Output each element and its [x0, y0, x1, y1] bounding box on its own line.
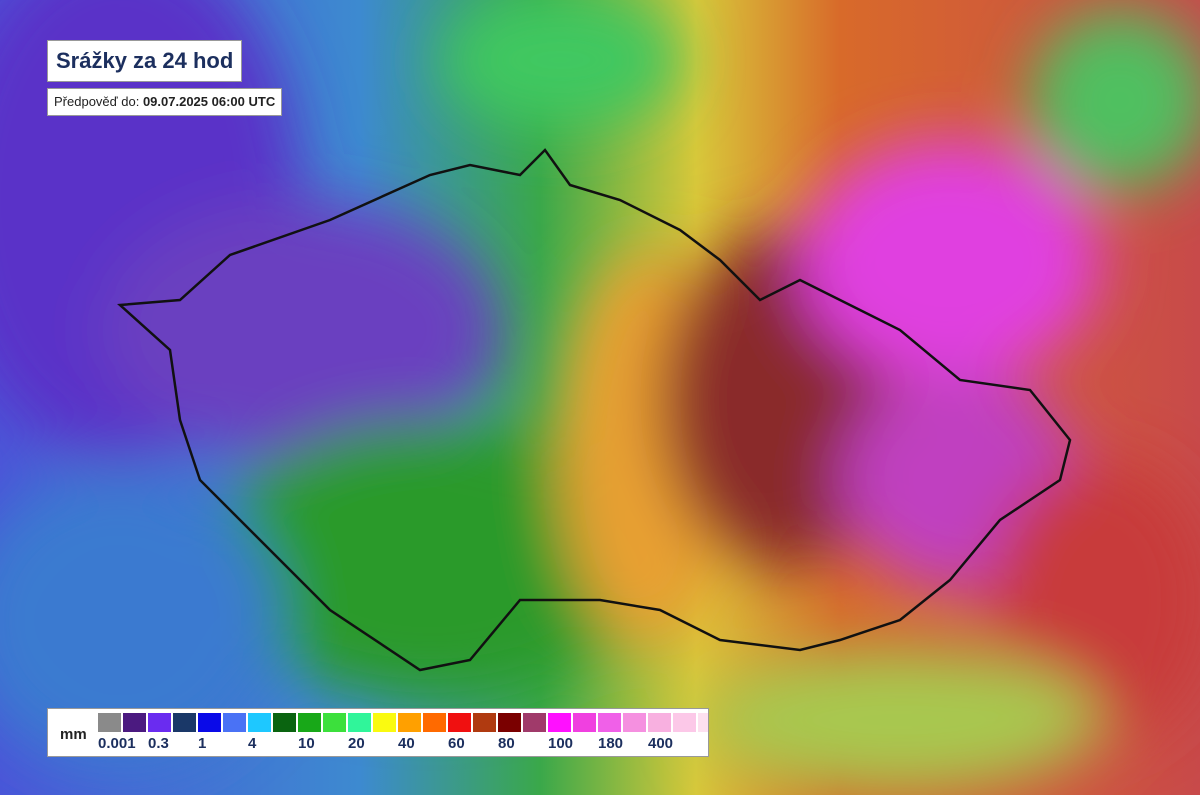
legend-graphic: mm 0.001 0.3 1 4 10 20 40 60 80 100 180 400	[60, 713, 721, 752]
legend-swatch	[348, 713, 371, 732]
legend-label: 100	[548, 735, 573, 752]
legend-label: 0.001	[98, 735, 136, 752]
legend-swatch	[223, 713, 246, 732]
legend-swatch	[448, 713, 471, 732]
legend-swatch	[273, 713, 296, 732]
legend-swatch	[373, 713, 396, 732]
legend-swatch	[398, 713, 421, 732]
legend-label: 4	[248, 735, 257, 752]
legend-label: 0.3	[148, 735, 169, 752]
forecast-label: Předpověď do:	[54, 94, 140, 109]
legend-swatch	[498, 713, 521, 732]
legend-swatch	[673, 713, 696, 732]
legend-swatch	[423, 713, 446, 732]
legend-swatch	[548, 713, 571, 732]
forecast-time: 09.07.2025 06:00 UTC	[142, 94, 276, 109]
title-box: Srážky za 24 hod	[47, 40, 243, 82]
legend-label: 60	[448, 735, 465, 752]
legend-swatch	[298, 713, 321, 732]
country-border	[117, 148, 1072, 672]
legend-swatch	[148, 713, 171, 732]
legend-swatch	[523, 713, 546, 732]
legend-unit: mm	[60, 726, 87, 743]
legend-label: 20	[348, 735, 365, 752]
legend-label: 180	[598, 735, 623, 752]
legend-swatch	[248, 713, 271, 732]
legend-label: 10	[298, 735, 315, 752]
legend-label: 400	[648, 735, 673, 752]
legend: mm 0.001 0.3 1 4 10 20 40 60 80 100 180 400	[47, 708, 721, 757]
legend-swatch	[623, 713, 646, 732]
legend-swatch	[323, 713, 346, 732]
legend-swatch	[648, 713, 671, 732]
legend-label: 1	[198, 735, 206, 752]
legend-swatch	[173, 713, 196, 732]
legend-swatch	[98, 713, 121, 732]
title: Srážky za 24 hod	[56, 48, 234, 73]
legend-swatch	[198, 713, 221, 732]
legend-swatch	[573, 713, 596, 732]
legend-label: 80	[498, 735, 515, 752]
legend-swatch	[598, 713, 621, 732]
legend-swatch	[473, 713, 496, 732]
legend-label: 40	[398, 735, 415, 752]
legend-swatch	[698, 713, 721, 732]
forecast-box: Předpověď do: 09.07.2025 06:00 UTC	[47, 88, 283, 116]
legend-swatch	[123, 713, 146, 732]
